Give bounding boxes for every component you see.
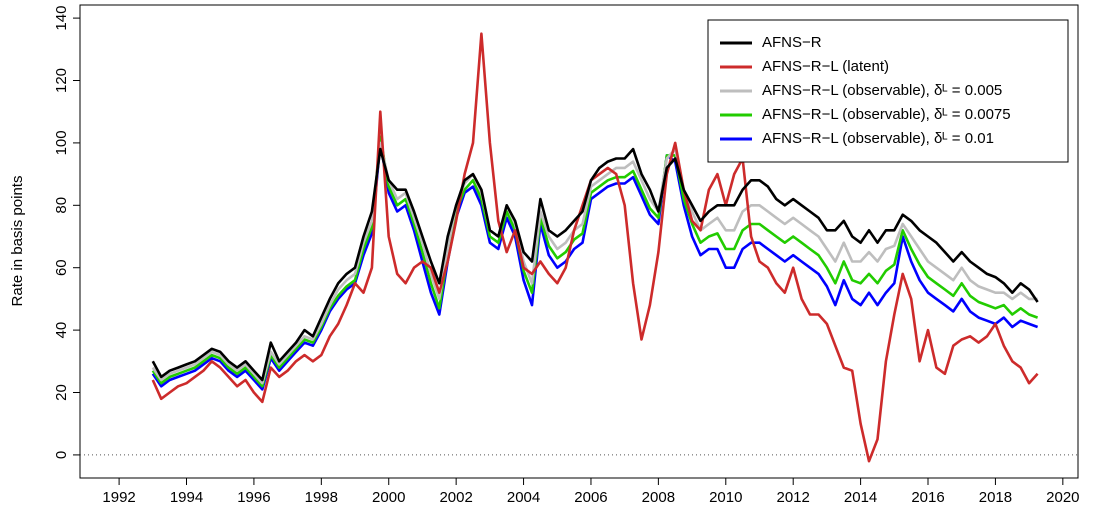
legend-box: [707, 19, 1069, 163]
legend-label: AFNS−R: [762, 34, 822, 51]
x-tick-label: 1998: [305, 489, 338, 506]
x-tick-label: 2002: [439, 489, 472, 506]
y-tick-label: 40: [53, 322, 70, 339]
x-tick-label: 2014: [844, 489, 877, 506]
series-line: [151, 141, 1038, 385]
y-tick-label: 100: [53, 130, 70, 155]
legend-label: AFNS−R−L (observable), δᴸ = 0.005: [762, 82, 1002, 99]
legend-label: AFNS−R−L (observable), δᴸ = 0.0075: [762, 106, 1011, 123]
x-tick-label: 2004: [507, 489, 540, 506]
x-tick-label: 2016: [911, 489, 944, 506]
x-tick-label: 1996: [237, 489, 270, 506]
x-tick-label: 2010: [709, 489, 742, 506]
series-line: [151, 141, 1039, 391]
series-line: [151, 32, 1039, 463]
y-tick-label: 80: [53, 197, 70, 214]
x-tick-label: 2008: [642, 489, 675, 506]
x-tick-label: 2012: [777, 489, 810, 506]
legend-label: AFNS−R−L (latent): [762, 58, 889, 75]
y-tick-label: 60: [53, 259, 70, 276]
x-tick-label: 2000: [372, 489, 405, 506]
series-line: [151, 147, 1039, 382]
x-tick-label: 2020: [1046, 489, 1079, 506]
legend-label: AFNS−R−L (observable), δᴸ = 0.01: [762, 130, 994, 147]
x-tick-label: 2006: [574, 489, 607, 506]
x-tick-label: 1994: [170, 489, 203, 506]
x-tick-label: 1992: [102, 489, 135, 506]
y-tick-label: 120: [53, 68, 70, 93]
series-line: [151, 135, 1039, 388]
y-axis-label: Rate in basis points: [9, 176, 26, 307]
y-tick-label: 0: [53, 451, 70, 459]
plot-frame: [79, 4, 1079, 479]
y-tick-label: 20: [53, 384, 70, 401]
x-tick-label: 2018: [979, 489, 1012, 506]
y-tick-label: 140: [53, 6, 70, 31]
